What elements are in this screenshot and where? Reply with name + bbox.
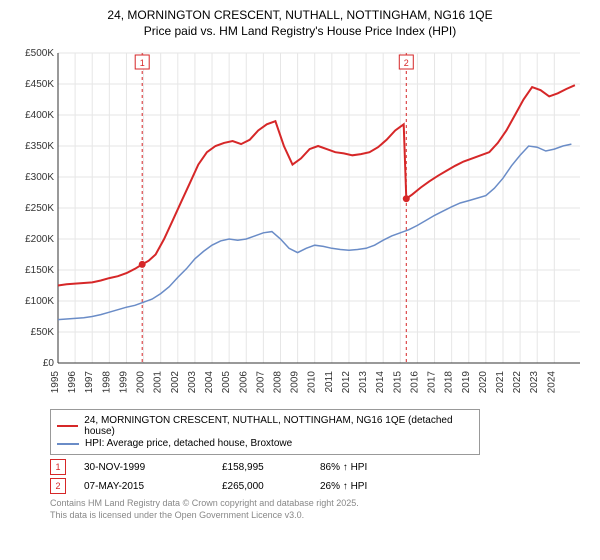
svg-text:1999: 1999 [118,371,129,394]
footer-line1: Contains HM Land Registry data © Crown c… [50,498,588,510]
svg-text:2017: 2017 [427,371,438,394]
svg-text:1998: 1998 [101,371,112,394]
legend-swatch [57,443,79,445]
svg-text:2014: 2014 [375,371,386,394]
svg-text:1997: 1997 [84,371,95,394]
svg-text:£250K: £250K [25,203,54,214]
sale-row: 2 07-MAY-2015 £265,000 26% ↑ HPI [50,478,588,494]
sale-price: £158,995 [222,462,302,473]
svg-text:2008: 2008 [272,371,283,394]
title-line1: 24, MORNINGTON CRESCENT, NUTHALL, NOTTIN… [10,8,590,24]
sale-price: £265,000 [222,481,302,492]
svg-text:£450K: £450K [25,79,54,90]
svg-text:2011: 2011 [324,371,335,393]
svg-text:2015: 2015 [392,371,403,394]
svg-text:2003: 2003 [187,371,198,394]
sale-row: 1 30-NOV-1999 £158,995 86% ↑ HPI [50,459,588,475]
svg-text:1996: 1996 [67,371,78,394]
sales-table: 1 30-NOV-1999 £158,995 86% ↑ HPI 2 07-MAY-201… [50,459,588,494]
svg-text:£150K: £150K [25,265,54,276]
sale-marker: 1 [50,459,66,475]
sale-hpi: 26% ↑ HPI [320,481,400,492]
svg-text:2009: 2009 [290,371,301,394]
svg-text:2007: 2007 [255,371,266,394]
svg-text:2024: 2024 [546,371,557,394]
svg-text:2018: 2018 [444,371,455,394]
svg-text:2020: 2020 [478,371,489,394]
footer-line2: This data is licensed under the Open Gov… [50,510,588,522]
footer: Contains HM Land Registry data © Crown c… [50,498,588,521]
svg-text:2012: 2012 [341,371,352,394]
svg-text:2: 2 [404,58,409,68]
svg-text:£400K: £400K [25,110,54,121]
svg-text:2002: 2002 [170,371,181,394]
svg-text:1995: 1995 [50,371,61,394]
svg-text:£100K: £100K [25,296,54,307]
chart-svg: £0 £50K £100K £150K £200K £250K £300K £350K £400… [10,43,590,403]
svg-text:2004: 2004 [204,371,215,394]
svg-text:£200K: £200K [25,234,54,245]
legend-label: HPI: Average price, detached house, Brox… [85,438,292,449]
legend-label: 24, MORNINGTON CRESCENT, NUTHALL, NOTTIN… [84,415,473,437]
svg-text:£500K: £500K [25,48,54,59]
sale-hpi: 86% ↑ HPI [320,462,400,473]
svg-text:£0: £0 [43,358,55,369]
chart-area: £0 £50K £100K £150K £200K £250K £300K £350K £400… [10,43,590,403]
legend: 24, MORNINGTON CRESCENT, NUTHALL, NOTTIN… [50,409,480,455]
sale-date: 07-MAY-2015 [84,481,204,492]
legend-row: HPI: Average price, detached house, Brox… [57,438,473,449]
svg-text:2022: 2022 [512,371,523,394]
chart-title: 24, MORNINGTON CRESCENT, NUTHALL, NOTTIN… [10,8,590,39]
svg-text:2023: 2023 [529,371,540,394]
legend-swatch [57,425,78,427]
svg-text:2019: 2019 [461,371,472,394]
sale-date: 30-NOV-1999 [84,462,204,473]
svg-text:£50K: £50K [31,327,55,338]
svg-text:2016: 2016 [409,371,420,394]
svg-text:2005: 2005 [221,371,232,394]
svg-text:£300K: £300K [25,172,54,183]
svg-text:2000: 2000 [136,371,147,394]
title-line2: Price paid vs. HM Land Registry's House … [10,24,590,40]
svg-text:1: 1 [140,58,145,68]
svg-text:2001: 2001 [153,371,164,394]
svg-text:2010: 2010 [307,371,318,394]
svg-text:2006: 2006 [238,371,249,394]
sale-marker: 2 [50,478,66,494]
svg-text:2013: 2013 [358,371,369,394]
legend-row: 24, MORNINGTON CRESCENT, NUTHALL, NOTTIN… [57,415,473,437]
svg-text:£350K: £350K [25,141,54,152]
svg-text:2021: 2021 [495,371,506,394]
